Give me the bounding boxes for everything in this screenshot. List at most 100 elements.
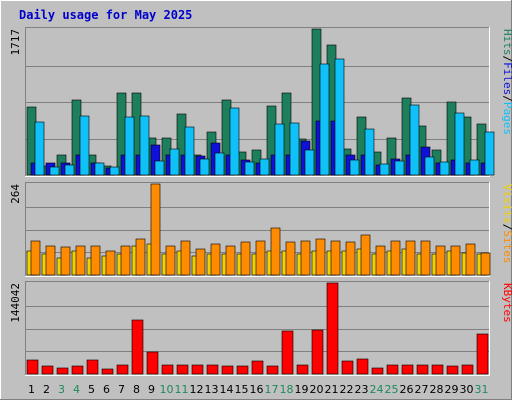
bar-pages-day-12 <box>199 158 210 176</box>
bar-kbytes-day-14 <box>221 365 234 375</box>
bar-kbytes-day-9 <box>146 351 159 375</box>
bar-sites-day-7 <box>120 245 131 276</box>
bar-kbytes-day-5 <box>86 359 99 375</box>
bar-sites-day-18 <box>285 241 296 276</box>
bar-kbytes-day-26 <box>401 364 414 375</box>
plot-area <box>25 281 490 376</box>
legend-item-files: Files <box>501 62 512 95</box>
bar-pages-day-10 <box>169 148 180 176</box>
bar-kbytes-day-4 <box>71 365 84 375</box>
x-tick-label: 23 <box>355 383 369 396</box>
bar-sites-day-5 <box>90 245 101 276</box>
bar-sites-day-3 <box>60 246 71 276</box>
bar-pages-day-6 <box>109 166 120 176</box>
bar-sites-day-11 <box>180 240 191 276</box>
x-tick-label: 20 <box>310 383 324 396</box>
legend-hits_files_pages: Hits/Files/Pages <box>501 29 512 135</box>
x-tick-label: 18 <box>280 383 294 396</box>
legend-item-kbytes: KBytes <box>501 283 512 323</box>
bar-sites-day-9 <box>150 183 161 276</box>
bar-pages-day-18 <box>289 122 300 176</box>
ymax-label: 144042 <box>9 283 22 323</box>
bar-kbytes-day-18 <box>281 330 294 375</box>
bar-kbytes-day-21 <box>326 282 339 375</box>
bar-sites-day-21 <box>330 240 341 276</box>
bar-sites-day-14 <box>225 245 236 276</box>
bar-kbytes-day-12 <box>191 364 204 375</box>
bar-sites-day-28 <box>435 245 446 276</box>
bar-sites-day-25 <box>390 240 401 276</box>
bar-sites-day-19 <box>300 240 311 276</box>
x-tick-label: 25 <box>385 383 399 396</box>
chart-title: Daily usage for May 2025 <box>19 8 192 22</box>
bar-pages-day-7 <box>124 116 135 176</box>
legend-text: Visits/Sites <box>501 184 512 264</box>
bar-kbytes-day-20 <box>311 329 324 375</box>
bar-sites-day-12 <box>195 248 206 276</box>
x-tick-label: 24 <box>370 383 384 396</box>
bar-sites-day-29 <box>450 245 461 276</box>
bar-kbytes-day-28 <box>431 364 444 375</box>
bar-kbytes-day-16 <box>251 360 264 375</box>
x-tick-label: 4 <box>73 383 80 396</box>
legend-kbytes: KBytes <box>501 283 512 323</box>
bar-kbytes-day-11 <box>176 364 189 375</box>
bar-pages-day-29 <box>454 112 465 176</box>
x-tick-label: 22 <box>340 383 354 396</box>
x-tick-label: 29 <box>445 383 459 396</box>
bar-sites-day-16 <box>255 240 266 276</box>
x-tick-label: 28 <box>430 383 444 396</box>
x-tick-label: 14 <box>220 383 234 396</box>
x-tick-label: 7 <box>118 383 125 396</box>
legend-text: KBytes <box>501 283 512 323</box>
bar-pages-day-30 <box>469 159 480 176</box>
x-tick-label: 15 <box>235 383 249 396</box>
bar-pages-day-23 <box>364 128 375 176</box>
x-tick-label: 17 <box>265 383 279 396</box>
bar-pages-day-3 <box>64 164 75 176</box>
legend-separator: / <box>501 224 512 231</box>
bar-pages-day-28 <box>439 161 450 176</box>
bar-pages-day-31 <box>484 131 495 176</box>
ymax-label: 264 <box>9 184 22 204</box>
bar-pages-day-14 <box>229 107 240 176</box>
bar-sites-day-31 <box>480 252 491 276</box>
bar-pages-day-27 <box>424 156 435 176</box>
bar-sites-day-30 <box>465 243 476 276</box>
bar-pages-day-4 <box>79 115 90 176</box>
bar-sites-day-27 <box>420 240 431 276</box>
x-tick-label: 5 <box>88 383 95 396</box>
bar-pages-day-9 <box>154 160 165 176</box>
x-tick-label: 13 <box>205 383 219 396</box>
bar-pages-day-22 <box>349 159 360 176</box>
bar-kbytes-day-15 <box>236 365 249 375</box>
bar-kbytes-day-19 <box>296 364 309 375</box>
x-tick-label: 30 <box>460 383 474 396</box>
bar-sites-day-22 <box>345 241 356 276</box>
x-tick-label: 9 <box>148 383 155 396</box>
bar-kbytes-day-2 <box>41 365 54 375</box>
bar-kbytes-day-17 <box>266 365 279 375</box>
bar-sites-day-10 <box>165 245 176 276</box>
bar-kbytes-day-25 <box>386 364 399 375</box>
panel-hits_files_pages: 1717 Hits/Files/Pages <box>9 27 512 177</box>
bar-kbytes-day-30 <box>461 364 474 375</box>
bar-sites-day-1 <box>30 240 41 276</box>
x-tick-label: 2 <box>43 383 50 396</box>
ymax-label: 1717 <box>9 29 22 56</box>
x-tick-label: 10 <box>160 383 174 396</box>
legend-item-sites: Sites <box>501 230 512 263</box>
x-tick-label: 3 <box>58 383 65 396</box>
bar-pages-day-11 <box>184 126 195 176</box>
bar-kbytes-day-22 <box>341 360 354 375</box>
x-tick-label: 12 <box>190 383 204 396</box>
bar-pages-day-2 <box>49 166 60 176</box>
chart-panels: 1717 Hits/Files/Pages 264 Visits/Sites 14404… <box>9 27 512 376</box>
bar-kbytes-day-13 <box>206 364 219 375</box>
bar-kbytes-day-31 <box>476 333 489 375</box>
bar-kbytes-day-23 <box>356 358 369 375</box>
bar-pages-day-26 <box>409 104 420 176</box>
bar-sites-day-13 <box>210 243 221 276</box>
bar-pages-day-1 <box>34 121 45 176</box>
